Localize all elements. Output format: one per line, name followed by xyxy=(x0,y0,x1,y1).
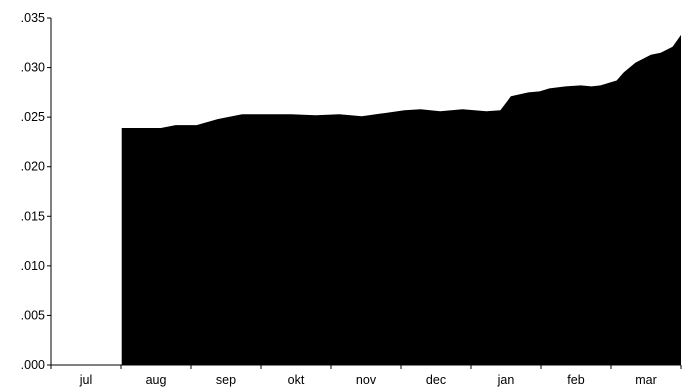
x-tick-label: feb xyxy=(567,373,584,387)
y-tick-label: .020 xyxy=(21,160,45,174)
y-tick-label: .025 xyxy=(21,110,45,124)
area-series xyxy=(121,34,681,366)
y-axis-ticks: .000 .005 .010 .015 .020 .025 .030 .035 xyxy=(21,11,51,372)
x-tick-label: jul xyxy=(79,373,93,387)
x-tick-label: jan xyxy=(497,373,515,387)
x-tick-label: okt xyxy=(288,373,305,387)
y-tick-label: .000 xyxy=(21,358,45,372)
y-tick-label: .015 xyxy=(21,209,45,223)
x-tick-label: mar xyxy=(635,373,657,387)
y-tick-label: .035 xyxy=(21,11,45,25)
x-tick-label: sep xyxy=(216,373,236,387)
y-tick-label: .030 xyxy=(21,61,45,75)
x-tick-label: dec xyxy=(426,373,446,387)
y-tick-label: .010 xyxy=(21,259,45,273)
x-tick-label: nov xyxy=(356,373,377,387)
y-tick-label: .005 xyxy=(21,308,45,322)
x-axis-ticks: jul aug sep okt nov dec jan feb mar xyxy=(50,365,682,387)
x-tick-label: aug xyxy=(146,373,167,387)
